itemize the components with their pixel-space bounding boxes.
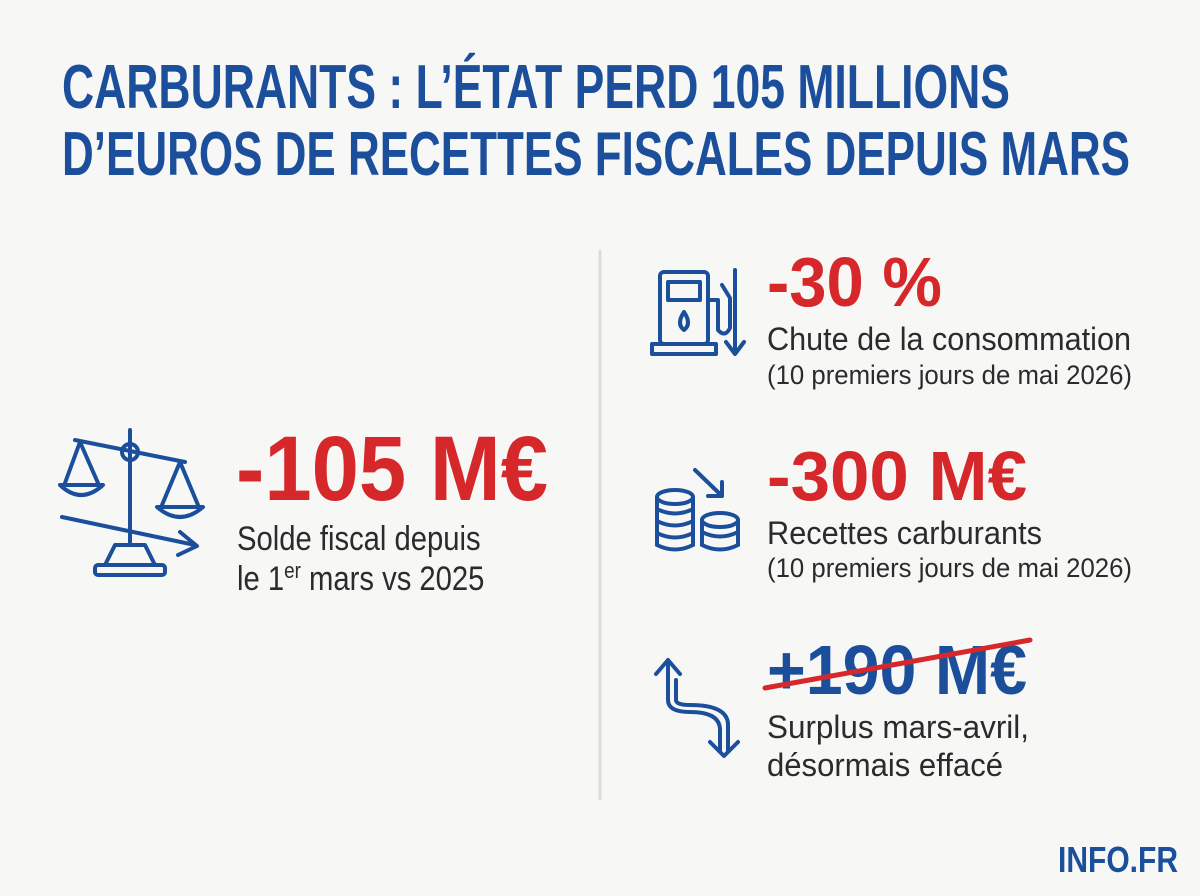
description-text: mars vs 2025 bbox=[301, 559, 485, 598]
stat-label: Recettes carburants bbox=[767, 515, 1042, 551]
superscript: er bbox=[284, 559, 301, 584]
description-line: le 1er mars vs 2025 bbox=[237, 559, 484, 598]
title-line: CARBURANTS : L’ÉTAT PERD 105 MILLIONS bbox=[62, 53, 1010, 122]
brand: INFO.FR bbox=[1058, 839, 1178, 880]
strikethrough bbox=[762, 637, 1033, 691]
description-text: le 1 bbox=[237, 559, 284, 598]
reversal-icon bbox=[654, 658, 740, 758]
stat-label: Surplus mars-avril, bbox=[767, 709, 1029, 745]
main-value: -105 M€ bbox=[236, 418, 548, 520]
stat-note: désormais effacé bbox=[767, 747, 1003, 783]
scale-icon bbox=[58, 428, 205, 577]
main-description: Solde fiscal depuis le 1er mars vs 2025 bbox=[237, 519, 484, 598]
coins-icon bbox=[655, 468, 740, 552]
fuel-pump-icon bbox=[650, 268, 746, 356]
stat-note: (10 premiers jours de mai 2026) bbox=[767, 360, 1132, 390]
stat-note: (10 premiers jours de mai 2026) bbox=[767, 553, 1132, 583]
stat-value: -30 % bbox=[767, 243, 942, 321]
stat-value: -300 M€ bbox=[767, 437, 1027, 515]
stat-value: +190 M€ bbox=[767, 631, 1027, 709]
description-line: Solde fiscal depuis bbox=[237, 519, 481, 558]
title-line: D’EUROS DE RECETTES FISCALES DEPUIS MARS bbox=[62, 120, 1130, 189]
stat-label: Chute de la consommation bbox=[767, 321, 1131, 357]
